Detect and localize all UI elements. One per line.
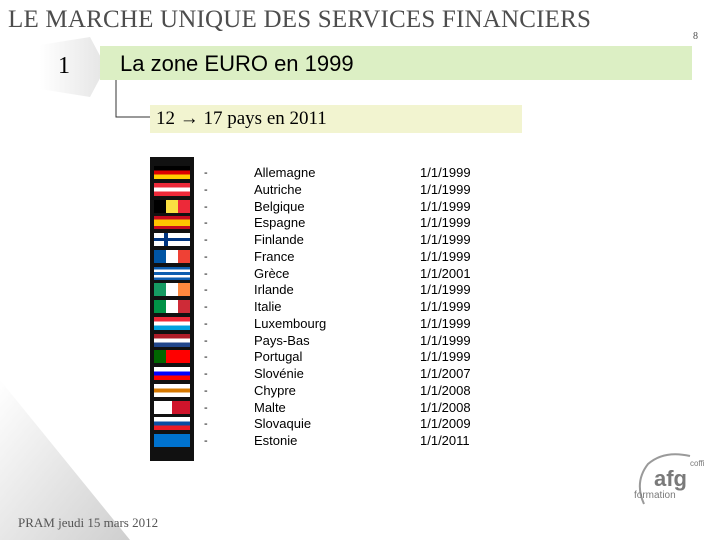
join-date: 1/1/1999 xyxy=(420,349,471,365)
country-name: Grèce xyxy=(254,265,290,281)
flag-france-icon xyxy=(154,249,190,263)
flag-luxembourg-icon xyxy=(154,316,190,330)
flag-column xyxy=(150,157,194,461)
flag-slovenia-icon xyxy=(154,367,190,380)
country-name: Pays-Bas xyxy=(254,332,310,348)
country-name: Slovénie xyxy=(254,366,304,381)
list-bullet: - xyxy=(204,167,208,179)
list-bullet: - xyxy=(204,250,208,263)
flag-greece-icon xyxy=(154,266,190,280)
country-name: Irlande xyxy=(254,282,294,298)
logo-afg-text: afg xyxy=(654,466,687,491)
flag-estonia-icon xyxy=(154,434,190,447)
list-bullet: - xyxy=(204,267,208,280)
join-date: 1/1/1999 xyxy=(420,198,471,214)
section-number-arrow-icon xyxy=(40,37,106,97)
page-title: LE MARCHE UNIQUE DES SERVICES FINANCIERS xyxy=(8,6,592,33)
join-date: 1/1/1999 xyxy=(420,181,471,197)
join-date: 1/1/2009 xyxy=(420,416,471,432)
section-band xyxy=(100,46,692,80)
list-bullet: - xyxy=(204,183,208,196)
country-name: Allemagne xyxy=(254,165,316,180)
flag-italy-icon xyxy=(154,300,190,313)
subtitle-band xyxy=(150,105,522,133)
corner-decoration xyxy=(0,380,130,540)
list-bullet: - xyxy=(204,200,208,213)
country-name: Chypre xyxy=(254,382,296,398)
logo-coffi-text: coffi xyxy=(690,459,705,468)
flag-netherlands-icon xyxy=(154,333,190,347)
join-date: 1/1/1999 xyxy=(420,248,471,264)
flag-germany-icon xyxy=(154,166,190,179)
join-date: 1/1/1999 xyxy=(420,165,471,180)
subtitle: 12 → 17 pays en 2011 xyxy=(156,108,327,129)
flag-malta-icon xyxy=(154,400,190,414)
list-bullet: - xyxy=(204,418,208,431)
flag-slovakia-icon xyxy=(154,417,190,431)
join-date: 1/1/1999 xyxy=(420,215,471,231)
list-bullet: - xyxy=(204,351,208,364)
join-date: 1/1/1999 xyxy=(420,299,471,314)
flag-finland-icon xyxy=(154,233,190,246)
join-date: 1/1/1999 xyxy=(420,332,471,348)
list-bullet: - xyxy=(204,334,208,347)
join-date: 1/1/2001 xyxy=(420,265,471,281)
join-date: 1/1/2007 xyxy=(420,366,471,381)
join-date: 1/1/1999 xyxy=(420,232,471,247)
flag-portugal-icon xyxy=(154,350,190,364)
country-name: Italie xyxy=(254,299,282,314)
country-name: Estonie xyxy=(254,433,298,448)
country-name: France xyxy=(254,248,295,264)
slide-number: 8 xyxy=(693,31,698,42)
join-date: 1/1/2008 xyxy=(420,382,471,398)
country-name: Luxembourg xyxy=(254,315,327,331)
list-bullet: - xyxy=(204,435,208,447)
country-name: Belgique xyxy=(254,198,305,214)
footer-text: PRAM jeudi 15 mars 2012 xyxy=(18,515,159,530)
section-title: La zone EURO en 1999 xyxy=(120,51,354,76)
country-name: Finlande xyxy=(254,232,304,247)
list-bullet: - xyxy=(204,401,208,414)
country-name: Espagne xyxy=(254,215,306,231)
country-name: Malte xyxy=(254,399,286,415)
list-bullet: - xyxy=(204,301,208,313)
list-bullet: - xyxy=(204,284,208,297)
list-bullet: - xyxy=(204,217,208,230)
flag-cyprus-icon xyxy=(154,383,190,397)
list-bullet: - xyxy=(204,384,208,397)
flag-spain-icon xyxy=(154,216,190,230)
country-name: Portugal xyxy=(254,349,303,365)
list-bullet: - xyxy=(204,368,208,380)
join-date: 1/1/1999 xyxy=(420,315,471,331)
join-date: 1/1/2008 xyxy=(420,399,471,415)
join-date: 1/1/1999 xyxy=(420,282,471,298)
list-bullet: - xyxy=(204,317,208,330)
country-name: Autriche xyxy=(254,181,302,197)
flag-belgium-icon xyxy=(154,199,190,213)
flag-ireland-icon xyxy=(154,283,190,297)
country-name: Slovaquie xyxy=(254,416,312,432)
list-bullet: - xyxy=(204,234,208,246)
section-number: 1 xyxy=(58,53,70,79)
logo-formation-text: formation xyxy=(634,490,676,501)
join-date: 1/1/2011 xyxy=(420,433,470,448)
afg-logo: coffi afg formation xyxy=(634,453,705,505)
flag-austria-icon xyxy=(154,182,190,196)
